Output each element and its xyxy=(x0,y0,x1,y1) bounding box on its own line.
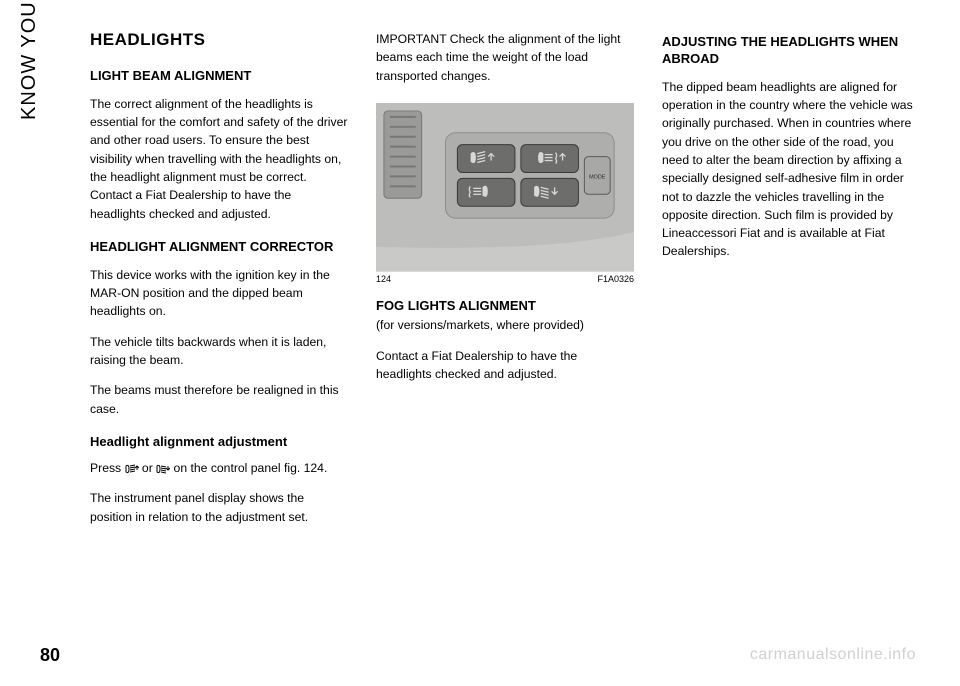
para: The vehicle tilts backwards when it is l… xyxy=(90,333,348,370)
heading-corrector: HEADLIGHT ALIGNMENT CORRECTOR xyxy=(90,239,348,256)
section-label: KNOW YOUR VEHICLE xyxy=(18,0,41,120)
text: Press xyxy=(90,461,125,475)
figure-caption: 124 F1A0326 xyxy=(376,274,634,284)
figure-code: F1A0326 xyxy=(597,274,634,284)
content-columns: HEADLIGHTS LIGHT BEAM ALIGNMENT The corr… xyxy=(90,30,920,630)
heading-light-beam-alignment: LIGHT BEAM ALIGNMENT xyxy=(90,68,348,85)
figure-124: MODE xyxy=(376,103,634,284)
para: Contact a Fiat Dealership to have the he… xyxy=(376,347,634,384)
column-1: HEADLIGHTS LIGHT BEAM ALIGNMENT The corr… xyxy=(90,30,348,630)
text: on the control panel fig. 124. xyxy=(170,461,327,475)
figure-number: 124 xyxy=(376,274,391,284)
text: or xyxy=(139,461,157,475)
para-controls: Press or on the control panel fig. 124. xyxy=(90,459,348,477)
para: The correct alignment of the headlights … xyxy=(90,95,348,223)
svg-text:MODE: MODE xyxy=(589,174,606,180)
page-number: 80 xyxy=(40,645,60,666)
heading-headlights: HEADLIGHTS xyxy=(90,30,348,50)
headlight-up-icon xyxy=(125,464,139,474)
para: The dipped beam headlights are aligned f… xyxy=(662,78,920,261)
para: This device works with the ignition key … xyxy=(90,266,348,321)
heading-adjustment: Headlight alignment adjustment xyxy=(90,434,348,449)
para: The instrument panel display shows the p… xyxy=(90,489,348,526)
para-important: IMPORTANT Check the alignment of the lig… xyxy=(376,30,634,85)
para: The beams must therefore be realigned in… xyxy=(90,381,348,418)
watermark: carmanualsonline.info xyxy=(750,646,916,664)
column-3: ADJUSTING THE HEADLIGHTS WHEN ABROAD The… xyxy=(662,30,920,630)
heading-fog-lights: FOG LIGHTS ALIGNMENT xyxy=(376,298,634,315)
column-2: IMPORTANT Check the alignment of the lig… xyxy=(376,30,634,630)
subnote: (for versions/markets, where provided) xyxy=(376,316,634,334)
heading-abroad: ADJUSTING THE HEADLIGHTS WHEN ABROAD xyxy=(662,34,920,68)
headlight-down-icon xyxy=(156,464,170,474)
